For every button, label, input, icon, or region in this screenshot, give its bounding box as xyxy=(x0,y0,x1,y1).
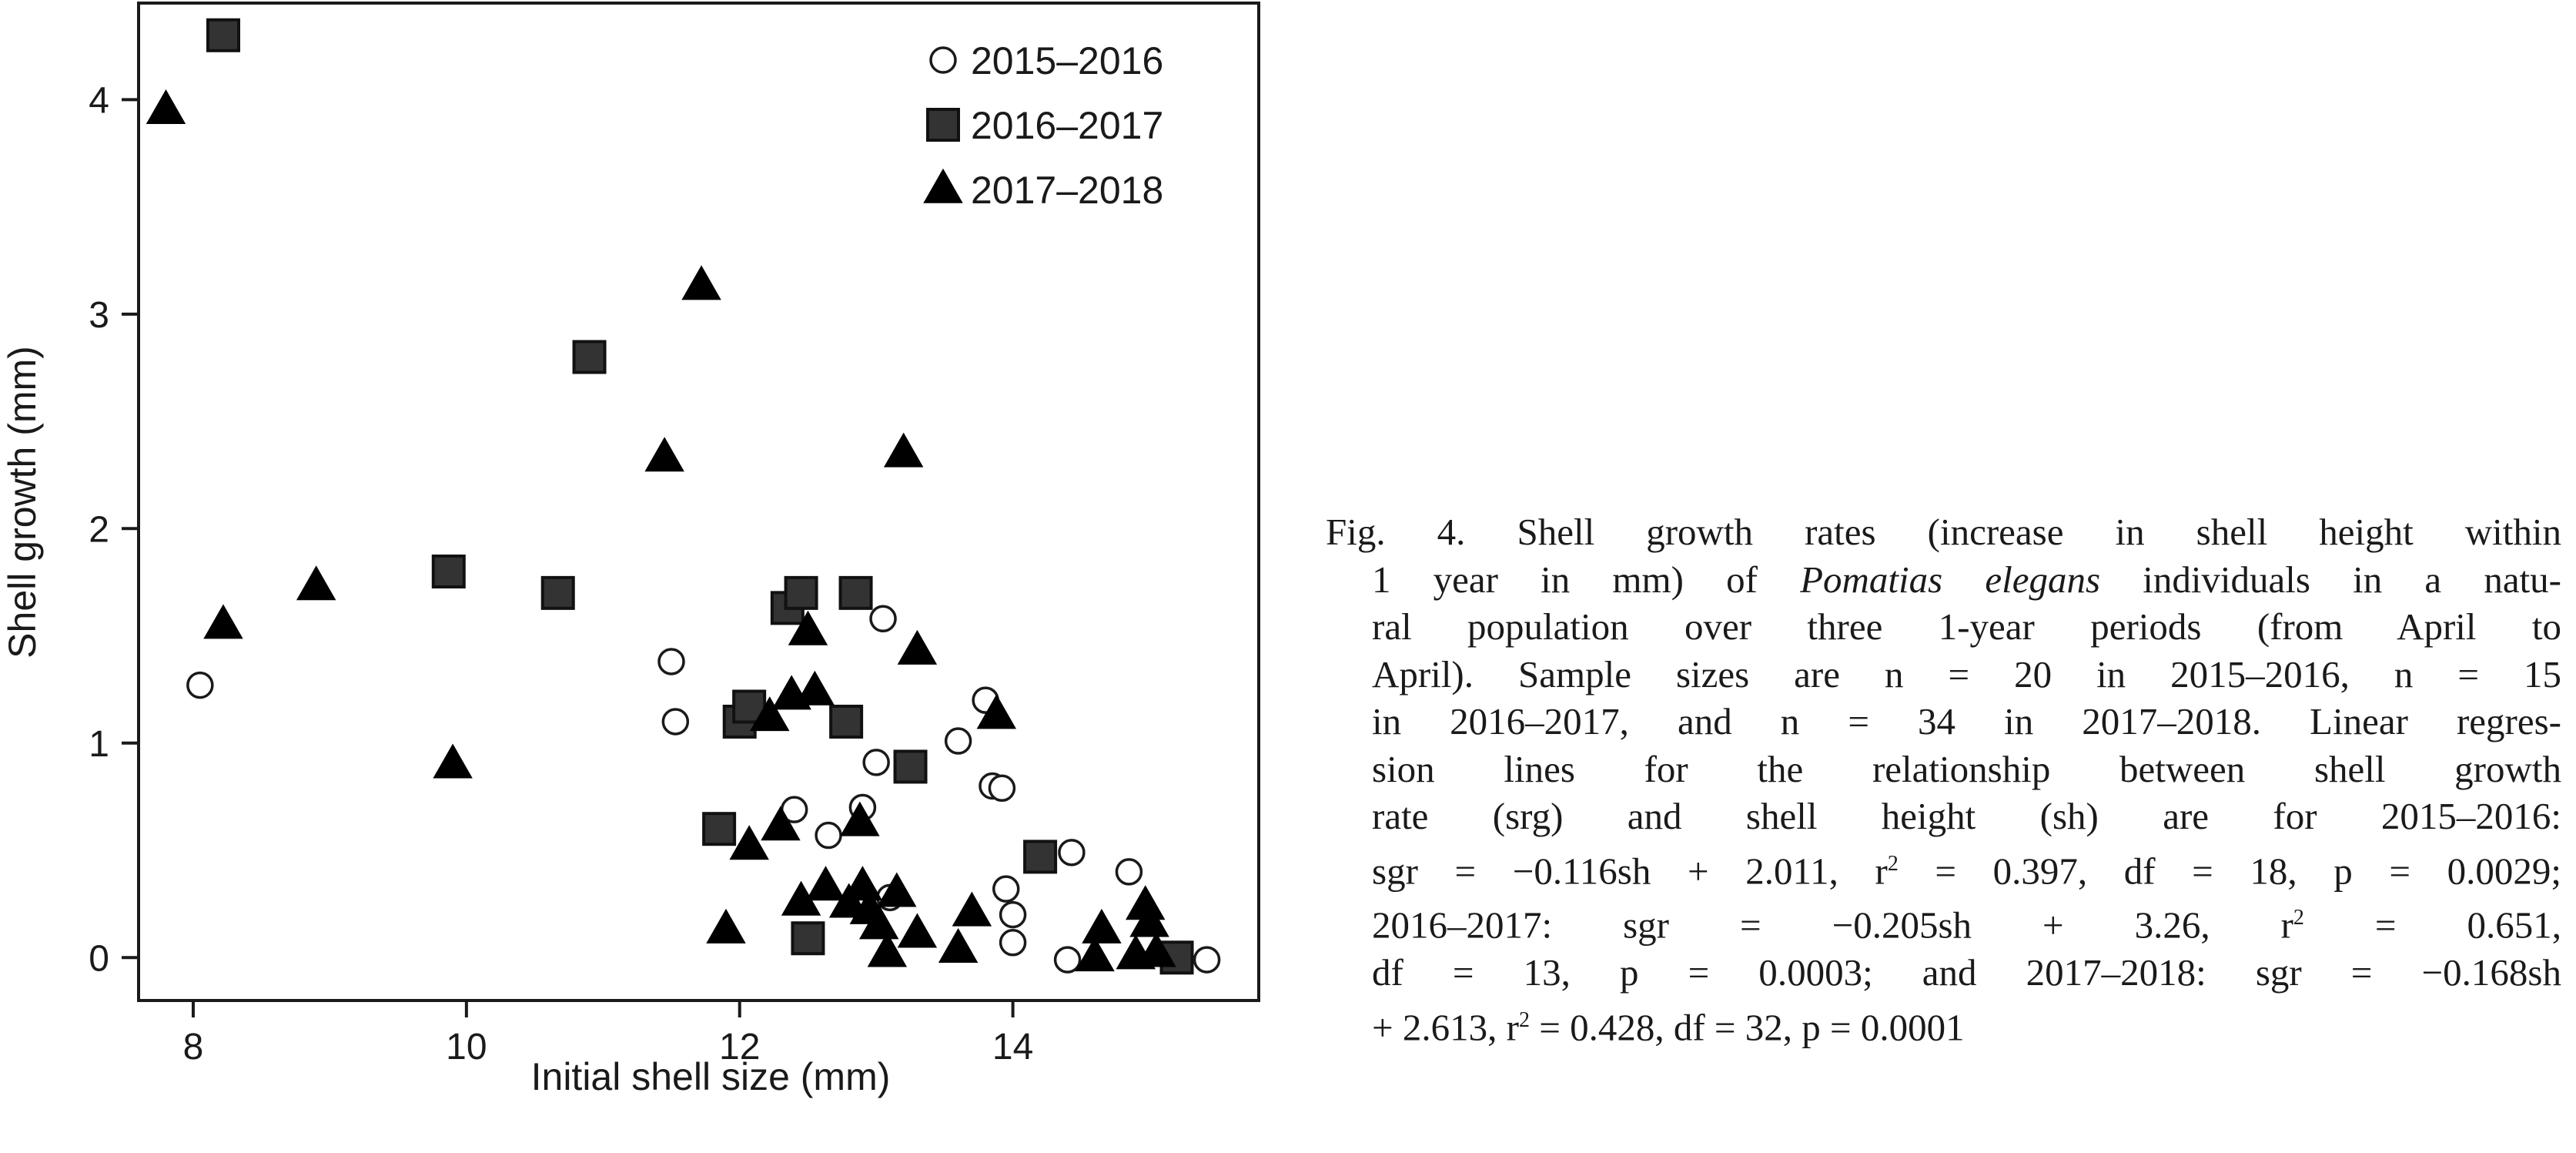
data-point xyxy=(999,900,1027,929)
data-point xyxy=(992,875,1020,903)
data-point xyxy=(1136,932,1176,967)
data-point xyxy=(883,432,924,468)
caption-line: 1 year in mm) of Pomatias elegans indivi… xyxy=(1372,558,2561,601)
legend-marker xyxy=(929,46,957,74)
x-tick-label: 10 xyxy=(446,1027,487,1068)
data-points xyxy=(146,18,1221,975)
plot-frame xyxy=(137,2,1260,1002)
caption-line: df = 13, p = 0.0003; and 2017–2018: sgr … xyxy=(1372,951,2561,994)
data-point xyxy=(431,555,466,589)
data-point xyxy=(702,812,737,846)
x-axis-label: Initial shell size (mm) xyxy=(531,1055,891,1098)
data-point xyxy=(869,605,897,633)
data-point xyxy=(540,575,575,610)
series-filled-square xyxy=(206,18,1194,975)
data-point xyxy=(976,694,1017,729)
data-point xyxy=(858,904,899,940)
data-point xyxy=(1129,902,1169,937)
caption-line: + 2.613, r2 = 0.428, df = 32, p = 0.0001 xyxy=(1372,1005,1965,1048)
data-point xyxy=(1058,839,1086,866)
data-point xyxy=(862,749,890,776)
data-point xyxy=(433,743,473,779)
y-tick-label: 0 xyxy=(89,938,109,979)
data-point xyxy=(186,671,214,699)
data-point xyxy=(952,891,992,927)
caption-line: in 2016–2017, and n = 34 in 2017–2018. L… xyxy=(1372,700,2561,742)
caption-line: 2016–2017: sgr = −0.205sh + 3.26, r2 = 0… xyxy=(1372,903,2561,947)
data-point xyxy=(838,575,873,610)
data-point xyxy=(761,806,801,841)
data-point xyxy=(657,648,685,675)
data-point xyxy=(644,437,684,472)
data-point xyxy=(572,340,607,374)
data-point xyxy=(791,921,825,956)
data-point xyxy=(1115,858,1143,886)
legend-label: 2016–2017 xyxy=(971,104,1163,147)
x-tick-label: 12 xyxy=(719,1027,760,1068)
data-point xyxy=(988,774,1016,803)
legend-marker xyxy=(923,168,963,203)
legend-label: 2017–2018 xyxy=(971,169,1163,212)
data-point xyxy=(203,604,243,639)
data-point xyxy=(296,565,336,601)
x-axis: 8 10 12 14 xyxy=(183,1000,1033,1068)
legend-label: 2015–2016 xyxy=(971,39,1163,82)
data-point xyxy=(784,575,818,610)
legend: 2015–2016 2016–2017 2017–2018 xyxy=(923,39,1163,212)
data-point xyxy=(1053,946,1082,974)
y-tick-label: 1 xyxy=(89,724,109,765)
data-point xyxy=(1023,840,1058,874)
data-point xyxy=(877,872,917,907)
data-point xyxy=(828,883,869,918)
data-point xyxy=(795,670,835,706)
data-point xyxy=(897,913,938,948)
caption-line: April). Sample sizes are n = 20 in 2015–… xyxy=(1372,652,2561,695)
caption-line: sgr = −0.116sh + 2.011, r2 = 0.397, df =… xyxy=(1372,849,2561,892)
species-name: Pomatias elegans xyxy=(1800,558,2101,601)
superscript: 2 xyxy=(2293,906,2304,930)
superscript: 2 xyxy=(1518,1007,1530,1032)
data-point xyxy=(661,708,690,736)
y-tick-label: 2 xyxy=(89,509,109,550)
data-point xyxy=(893,749,928,784)
data-point xyxy=(999,929,1027,957)
data-point xyxy=(829,704,864,739)
data-point xyxy=(805,866,846,901)
y-axis: 0 1 2 3 4 xyxy=(89,80,139,979)
series-filled-triangle xyxy=(146,89,1176,972)
data-point xyxy=(944,727,972,755)
data-point xyxy=(206,18,241,52)
figure-caption: Fig. 4. Shell growth rates (increase in … xyxy=(1326,508,2561,1051)
y-axis-label: Shell growth (mm) xyxy=(1,346,44,659)
y-tick-label: 3 xyxy=(89,295,109,336)
y-tick-label: 4 xyxy=(89,80,109,121)
x-tick-label: 8 xyxy=(183,1027,204,1068)
legend-marker xyxy=(926,108,960,142)
caption-line: rate (srg) and shell height (sh) are for… xyxy=(1372,795,2561,837)
data-point xyxy=(815,821,842,850)
caption-line: sion lines for the relationship between … xyxy=(1372,747,2561,790)
caption-line: Fig. 4. Shell growth rates (increase in … xyxy=(1326,511,2561,553)
x-tick-label: 14 xyxy=(992,1027,1033,1068)
data-point xyxy=(788,610,828,645)
data-point xyxy=(897,629,938,665)
data-point xyxy=(1075,937,1115,972)
data-point xyxy=(867,932,908,967)
caption-line: ral population over three 1-year periods… xyxy=(1372,605,2561,648)
data-point xyxy=(1082,908,1122,944)
data-point xyxy=(681,265,721,300)
data-point xyxy=(706,908,746,944)
superscript: 2 xyxy=(1887,851,1899,876)
data-point xyxy=(729,825,769,860)
data-point xyxy=(1193,946,1221,974)
data-point xyxy=(750,696,790,732)
data-point xyxy=(146,89,186,125)
data-point xyxy=(938,927,979,963)
series-open-circle xyxy=(186,605,1221,974)
data-point xyxy=(840,801,880,836)
data-point xyxy=(842,866,883,901)
